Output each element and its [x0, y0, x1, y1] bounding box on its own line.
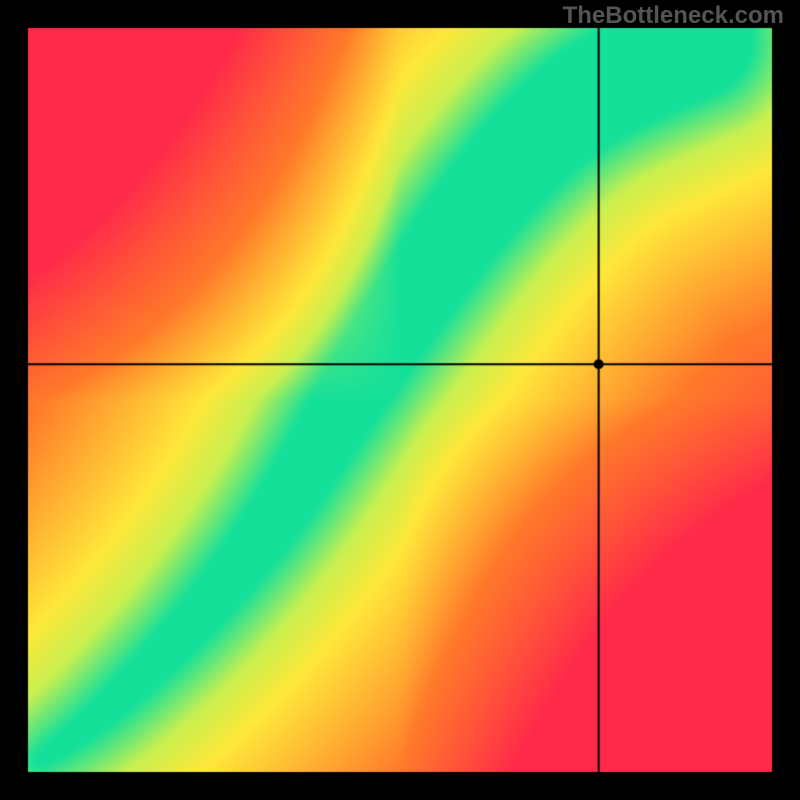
bottleneck-heatmap: [0, 0, 800, 800]
chart-container: TheBottleneck.com: [0, 0, 800, 800]
watermark-text: TheBottleneck.com: [563, 2, 784, 30]
